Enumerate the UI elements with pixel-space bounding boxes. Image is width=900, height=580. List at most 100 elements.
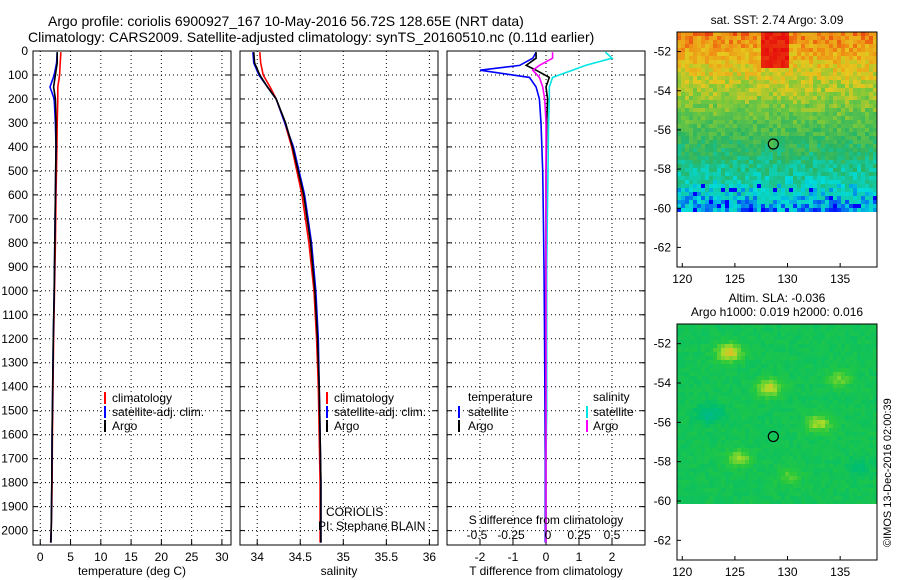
top-tick-label: 0.25 bbox=[567, 528, 591, 542]
x-tick-label: 15 bbox=[124, 550, 138, 564]
x-tick-label: 30 bbox=[215, 550, 229, 564]
map-x-tick-label: 120 bbox=[672, 565, 692, 579]
series-line-argo bbox=[253, 52, 322, 543]
plot-frame bbox=[32, 50, 232, 546]
legend-swatch bbox=[104, 420, 106, 432]
map-y-tick-label: -62 bbox=[654, 240, 672, 254]
map-y-tick-label: -60 bbox=[654, 494, 672, 508]
x-tick-label: 0 bbox=[543, 550, 550, 564]
legend-swatch bbox=[326, 406, 328, 418]
depth-tick-label: 1900 bbox=[1, 500, 28, 514]
x-tick-label: 5 bbox=[67, 550, 74, 564]
map-frame bbox=[676, 31, 878, 268]
top-tick-label: 0 bbox=[545, 528, 552, 542]
x-tick-label: 35 bbox=[337, 550, 351, 564]
depth-tick-label: 100 bbox=[8, 68, 28, 82]
depth-tick-label: 0 bbox=[21, 44, 28, 58]
map-x-tick-label: 130 bbox=[778, 565, 798, 579]
legend-swatch bbox=[104, 406, 106, 418]
sla-field bbox=[677, 324, 877, 504]
x-axis-label: T difference from climatology bbox=[469, 564, 623, 578]
legend-label: Argo bbox=[593, 419, 619, 433]
sla-map-title-line2: Argo h1000: 0.019 h2000: 0.016 bbox=[691, 305, 863, 319]
map-y-tick-label: -54 bbox=[654, 84, 672, 98]
difference-panel: -2 -1 0 1 2T difference from climatology temp… bbox=[446, 50, 646, 578]
legend-label: climatology bbox=[334, 391, 394, 405]
depth-tick-label: 1800 bbox=[1, 476, 28, 490]
legend-label: Argo bbox=[334, 419, 360, 433]
legend-label: climatology bbox=[112, 391, 172, 405]
x-tick-label: 2 bbox=[609, 550, 616, 564]
depth-tick-label: 400 bbox=[8, 140, 28, 154]
depth-tick-label: 2000 bbox=[1, 524, 28, 538]
map-y-tick-label: -56 bbox=[654, 123, 672, 137]
x-tick-label: 10 bbox=[94, 550, 108, 564]
depth-tick-label: 1400 bbox=[1, 380, 28, 394]
x-tick-label: 25 bbox=[185, 550, 199, 564]
legend-title-temperature: temperature bbox=[468, 390, 533, 404]
legend-label: satellite bbox=[593, 405, 634, 419]
legend-swatch bbox=[586, 420, 588, 432]
legend-label: Argo bbox=[468, 419, 494, 433]
legend-label: satellite bbox=[468, 405, 509, 419]
x-tick-label: -2 bbox=[475, 550, 486, 564]
imos-stamp: ©IMOS 13-Dec-2016 02:00:39 bbox=[882, 398, 894, 547]
depth-tick-label: 1600 bbox=[1, 428, 28, 442]
map-y-tick-label: -62 bbox=[654, 533, 672, 547]
plot-frame bbox=[239, 50, 439, 546]
depth-tick-label: 1000 bbox=[1, 284, 28, 298]
depth-tick-label: 700 bbox=[8, 212, 28, 226]
figure-title-line2: Climatology: CARS2009. Satellite-adjuste… bbox=[28, 29, 594, 45]
figure-title-line1: Argo profile: coriolis 6900927_167 10-Ma… bbox=[48, 13, 524, 29]
x-tick-label: 35.5 bbox=[375, 550, 399, 564]
sst-field bbox=[677, 32, 877, 212]
depth-tick-label: 1300 bbox=[1, 356, 28, 370]
map-frame bbox=[676, 323, 878, 561]
legend-swatch bbox=[586, 406, 588, 418]
map-y-tick-label: -52 bbox=[654, 337, 672, 351]
depth-tick-label: 1200 bbox=[1, 332, 28, 346]
legend-swatch bbox=[326, 392, 328, 404]
depth-tick-label: 900 bbox=[8, 260, 28, 274]
map-y-tick-label: -52 bbox=[654, 45, 672, 59]
legend-swatch bbox=[458, 406, 460, 418]
series-line-climatology bbox=[259, 52, 321, 543]
depth-tick-label: 500 bbox=[8, 164, 28, 178]
annotation-pi: PI: Stephane BLAIN bbox=[318, 519, 425, 533]
x-axis-label: temperature (deg C) bbox=[78, 564, 186, 578]
map-y-tick-label: -60 bbox=[654, 201, 672, 215]
map-x-tick-label: 125 bbox=[725, 565, 745, 579]
sst-map-panel: 120 125 130 135 -52 -54 -56 -58 -60 -62 sat. SST: … bbox=[654, 13, 878, 286]
map-x-tick-label: 130 bbox=[778, 272, 798, 286]
depth-tick-label: 200 bbox=[8, 92, 28, 106]
series-line-s-satellite bbox=[545, 51, 614, 543]
series-line-t-satellite bbox=[479, 51, 547, 543]
argo-position-marker bbox=[767, 138, 779, 150]
legend-label: satellite-adj. clim. bbox=[112, 405, 204, 419]
x-tick-label: 1 bbox=[576, 550, 583, 564]
x-tick-label: 20 bbox=[155, 550, 169, 564]
depth-tick-label: 1500 bbox=[1, 404, 28, 418]
sla-map-title-line1: Altim. SLA: -0.036 bbox=[729, 291, 826, 305]
map-y-tick-label: -58 bbox=[654, 455, 672, 469]
sla-map-panel: 120 125 130 135 -52 -54 -56 -58 -60 -62 Altim. SLA… bbox=[654, 291, 878, 579]
map-x-tick-label: 120 bbox=[672, 272, 692, 286]
legend-swatch bbox=[104, 392, 106, 404]
legend-swatch bbox=[326, 420, 328, 432]
sst-map-title: sat. SST: 2.74 Argo: 3.09 bbox=[711, 13, 844, 27]
map-y-tick-label: -58 bbox=[654, 162, 672, 176]
depth-tick-label: 1100 bbox=[2, 308, 28, 322]
map-y-tick-label: -54 bbox=[654, 376, 672, 390]
x-tick-label: 36 bbox=[423, 550, 437, 564]
legend-swatch bbox=[458, 420, 460, 432]
top-tick-label: -0.5 bbox=[467, 528, 488, 542]
series-line-s-argo bbox=[531, 52, 554, 543]
plot-frame bbox=[446, 50, 646, 546]
map-y-tick-label: -56 bbox=[654, 415, 672, 429]
x-tick-label: 0 bbox=[37, 550, 44, 564]
temperature-panel: 0100200300400500600700800900100011001200… bbox=[1, 44, 232, 578]
legend-label: satellite-adj. clim. bbox=[334, 405, 426, 419]
depth-tick-label: 300 bbox=[8, 116, 28, 130]
map-x-tick-label: 125 bbox=[725, 272, 745, 286]
